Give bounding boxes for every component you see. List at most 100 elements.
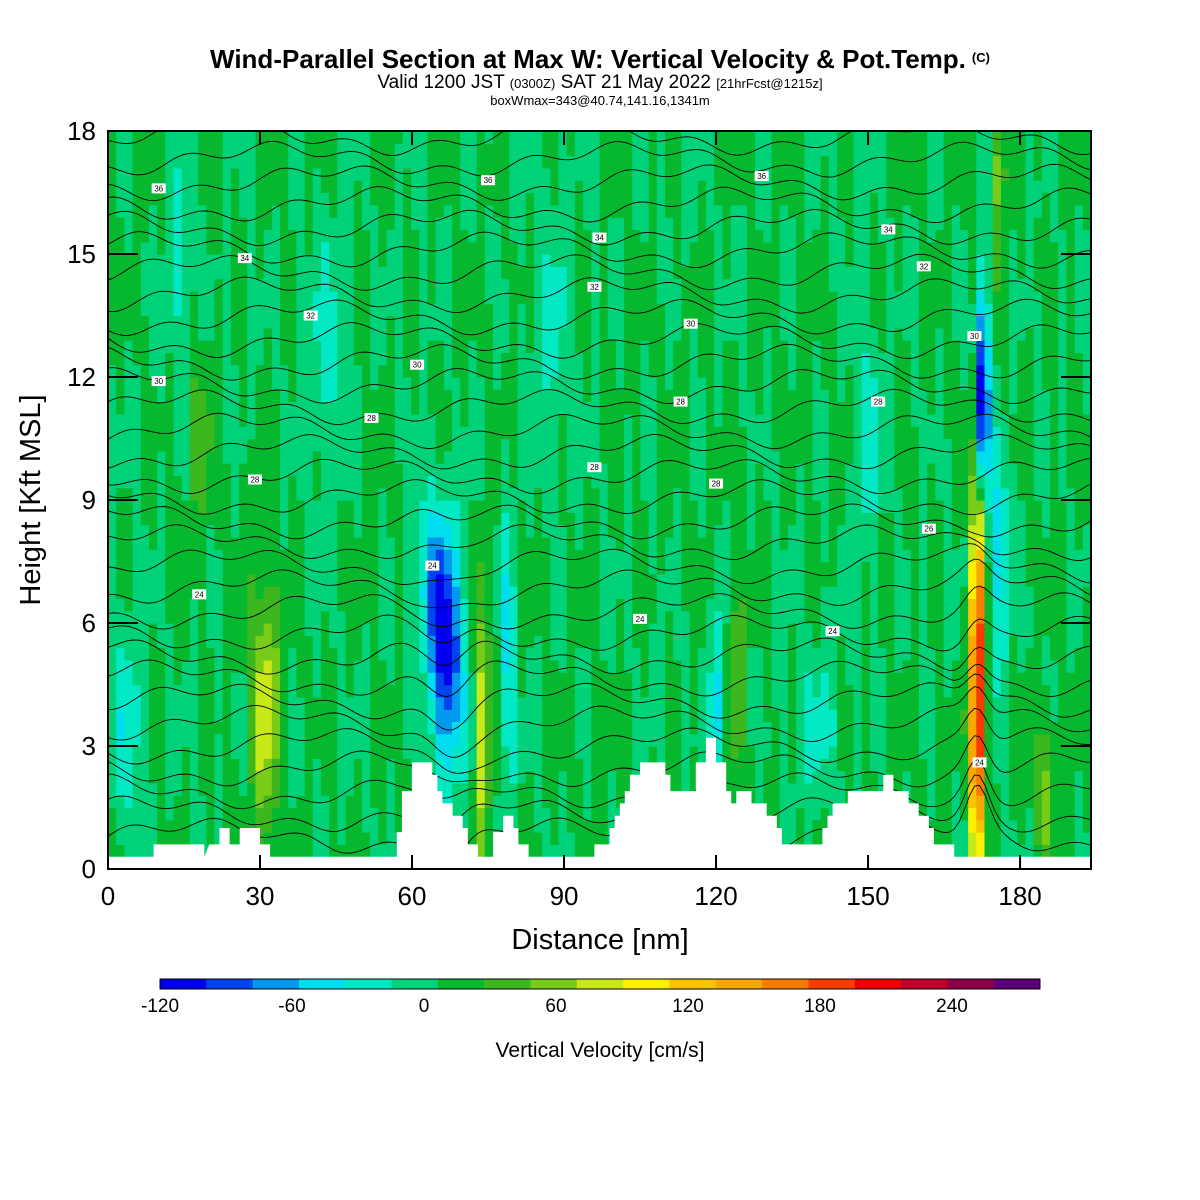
field-cell	[853, 721, 863, 735]
field-cell	[116, 401, 125, 415]
field-cell	[1041, 610, 1051, 624]
field-cell	[918, 672, 928, 686]
field-cell	[206, 647, 216, 661]
field-cell	[763, 426, 773, 440]
field-cell	[673, 475, 683, 489]
field-cell	[992, 438, 1002, 452]
field-cell	[132, 549, 142, 563]
field-cell	[804, 438, 814, 452]
field-cell	[574, 684, 584, 698]
field-cell	[992, 696, 1002, 710]
field-cell	[271, 733, 281, 747]
field-cell	[116, 782, 125, 796]
field-cell	[329, 561, 338, 575]
field-cell	[157, 647, 166, 661]
field-cell	[648, 672, 658, 686]
field-cell	[648, 659, 658, 673]
field-cell	[959, 635, 969, 649]
field-cell	[173, 721, 183, 735]
field-cell	[697, 389, 707, 403]
field-cell	[460, 352, 470, 366]
field-cell	[370, 352, 379, 366]
field-cell	[312, 746, 322, 759]
field-cell	[771, 647, 781, 661]
field-cell	[173, 463, 183, 476]
field-cell	[484, 450, 494, 464]
field-cell	[959, 598, 969, 612]
field-cell	[771, 450, 781, 464]
field-cell	[968, 819, 977, 833]
field-cell	[574, 807, 584, 821]
field-cell	[361, 770, 371, 784]
field-cell	[296, 549, 306, 563]
field-cell	[132, 807, 142, 821]
field-cell	[386, 377, 396, 390]
field-cell	[992, 770, 1002, 784]
field-cell	[574, 352, 584, 366]
field-cell	[894, 364, 904, 378]
field-cell	[1033, 832, 1043, 845]
field-cell	[673, 610, 683, 624]
field-cell	[345, 598, 355, 612]
field-cell	[140, 475, 150, 489]
field-cell	[894, 672, 904, 686]
field-cell	[345, 573, 355, 587]
field-cell	[288, 450, 298, 464]
field-cell	[427, 377, 437, 390]
field-cell	[255, 635, 265, 649]
field-cell	[640, 487, 650, 501]
field-cell	[599, 819, 609, 833]
field-cell	[1009, 709, 1018, 722]
field-cell	[640, 450, 650, 464]
field-cell	[1066, 819, 1076, 833]
field-cell	[992, 623, 1002, 636]
field-cell	[222, 573, 232, 587]
field-cell	[411, 524, 420, 538]
field-cell	[452, 623, 461, 636]
field-cell	[1009, 623, 1018, 636]
field-cell	[411, 635, 420, 649]
field-cell	[140, 610, 150, 624]
field-cell	[730, 438, 740, 452]
field-cell	[583, 721, 592, 735]
field-cell	[280, 549, 289, 563]
field-cell	[304, 721, 314, 735]
field-cell	[935, 463, 945, 476]
field-cell	[222, 746, 232, 759]
field-cell	[599, 610, 609, 624]
field-cell	[1082, 586, 1091, 599]
field-cell	[624, 573, 633, 587]
field-cell	[591, 696, 601, 710]
field-cell	[599, 795, 609, 809]
field-cell	[845, 758, 855, 772]
field-cell	[427, 549, 437, 563]
field-cell	[239, 426, 248, 440]
field-cell	[918, 500, 928, 513]
field-cell	[476, 573, 486, 587]
field-cell	[542, 709, 551, 722]
field-cell	[1082, 672, 1091, 686]
field-cell	[189, 413, 199, 427]
field-cell	[910, 536, 920, 550]
field-cell	[320, 844, 330, 858]
field-cell	[361, 364, 371, 378]
field-cell	[665, 463, 674, 476]
field-cell	[648, 463, 658, 476]
field-cell	[1066, 782, 1076, 796]
field-cell	[763, 561, 773, 575]
field-cell	[705, 487, 715, 501]
field-cell	[918, 549, 928, 563]
field-cell	[787, 536, 797, 550]
field-cell	[509, 426, 519, 440]
field-cell	[796, 832, 805, 845]
field-cell	[1041, 524, 1051, 538]
field-cell	[681, 475, 691, 489]
field-cell	[591, 524, 601, 538]
field-cell	[419, 352, 429, 366]
field-cell	[886, 450, 895, 464]
field-cell	[1017, 746, 1027, 759]
field-cell	[533, 524, 543, 538]
field-cell	[222, 733, 232, 747]
field-cell	[484, 438, 494, 452]
field-cell	[1041, 696, 1051, 710]
